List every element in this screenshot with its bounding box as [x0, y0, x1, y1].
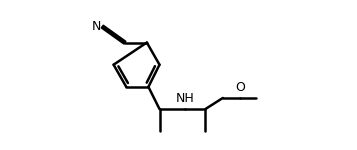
Text: NH: NH [175, 92, 194, 105]
Text: N: N [91, 20, 101, 33]
Text: O: O [235, 81, 245, 94]
Text: O: O [235, 81, 245, 94]
Text: NH: NH [175, 92, 194, 105]
